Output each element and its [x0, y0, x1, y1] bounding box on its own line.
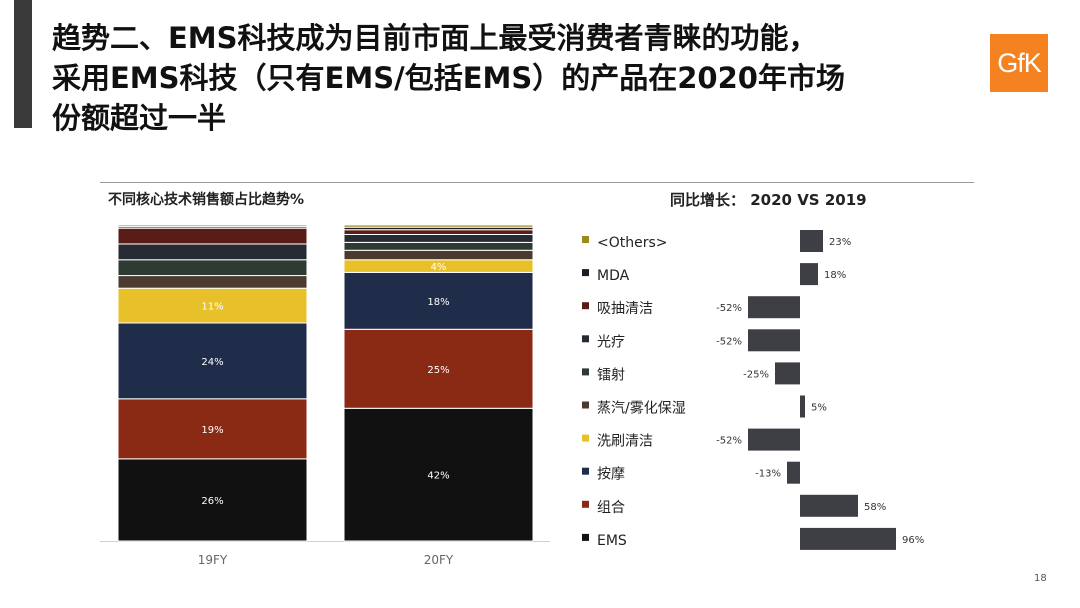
segment-data-label: 24% [201, 357, 223, 368]
stacked-bar-segment [117, 227, 308, 245]
growth-data-label: 23% [829, 237, 851, 248]
legend-swatch [582, 467, 589, 475]
growth-bar [800, 263, 818, 286]
stacked-bar-segment [117, 224, 308, 228]
section-divider [100, 182, 974, 183]
stacked-chart-title: 不同核心技术销售额占比趋势% [108, 192, 305, 208]
stacked-bar-segment [343, 271, 534, 330]
segment-data-label: 42% [427, 471, 449, 482]
legend-swatch [582, 335, 589, 343]
growth-bar [787, 461, 800, 484]
legend-swatch [582, 434, 589, 442]
legend-label: 光疗 [597, 334, 625, 350]
stacked-bar-segment [343, 224, 534, 228]
stacked-bar-segment [117, 287, 308, 324]
page-number: 18 [1034, 573, 1047, 584]
legend-label: 组合 [597, 500, 625, 516]
growth-data-label: -52% [716, 436, 742, 447]
growth-bar [800, 527, 896, 550]
legend-swatch [582, 533, 589, 541]
stacked-bar-segment [117, 398, 308, 460]
legend-swatch [582, 236, 589, 243]
legend-label: 镭射 [597, 367, 625, 383]
legend-label: EMS [597, 533, 627, 549]
growth-data-label: -13% [755, 469, 781, 480]
segment-data-label: 26% [201, 496, 223, 507]
legend-label: 吸抽清洁 [597, 301, 653, 317]
title-accent-bar [14, 0, 32, 128]
x-tick-label: 19FY [198, 553, 228, 567]
legend-swatch [582, 269, 589, 277]
stacked-bar-segment [117, 259, 308, 277]
legend-swatch [582, 500, 589, 508]
x-tick-label: 20FY [424, 553, 454, 567]
legend-label: 洗刷清洁 [597, 434, 653, 450]
stacked-bar-segment [343, 233, 534, 243]
growth-bar [800, 230, 823, 252]
growth-bar [748, 329, 800, 352]
growth-bar [748, 428, 800, 451]
page-title: 趋势二、EMS科技成为目前市面上最受消费者青睐的功能， 采用EMS科技（只有EM… [52, 18, 932, 138]
stacked-bar-segment [117, 275, 308, 289]
growth-bar [800, 395, 805, 418]
legend-label: 蒸汽/雾化保湿 [597, 401, 686, 417]
segment-data-label: 18% [427, 297, 449, 308]
stacked-bar-segment [117, 458, 308, 542]
growth-data-label: 5% [811, 403, 827, 414]
stacked-bar-segment [343, 249, 534, 261]
legend-label: MDA [597, 268, 630, 284]
growth-data-label: 58% [864, 502, 886, 513]
growth-bar [748, 296, 800, 319]
segment-data-label: 19% [201, 425, 223, 436]
stacked-bar-segment [343, 407, 534, 542]
segment-data-label: 25% [427, 365, 449, 376]
growth-data-label: -52% [716, 303, 742, 314]
stacked-bar-segment [117, 243, 308, 261]
growth-data-label: -52% [716, 336, 742, 347]
growth-chart-title: 同比增长： 2020 VS 2019 [670, 191, 867, 209]
growth-data-label: -25% [743, 369, 769, 380]
segment-data-label: 4% [431, 262, 447, 273]
segment-data-label: 11% [201, 302, 223, 313]
legend-label: 按摩 [597, 466, 625, 483]
stacked-bar-segment [343, 328, 534, 409]
growth-data-label: 18% [824, 270, 846, 281]
legend-label: <Others> [597, 235, 668, 251]
stacked-bar-segment [343, 229, 534, 235]
legend-swatch [582, 302, 589, 310]
stacked-bar-segment [343, 241, 534, 251]
stacked-bar-segment [117, 322, 308, 400]
growth-data-label: 96% [902, 535, 924, 546]
legend-swatch [582, 401, 589, 409]
title-line: 采用EMS科技（只有EMS/包括EMS）的产品在2020年市场 [52, 61, 845, 95]
legend-swatch [582, 368, 589, 376]
growth-bar [800, 494, 858, 517]
gfk-logo: GfK [990, 34, 1048, 92]
title-line: 趋势二、EMS科技成为目前市面上最受消费者青睐的功能， [52, 21, 818, 55]
title-line: 份额超过一半 [52, 101, 227, 135]
growth-bar [775, 362, 800, 385]
